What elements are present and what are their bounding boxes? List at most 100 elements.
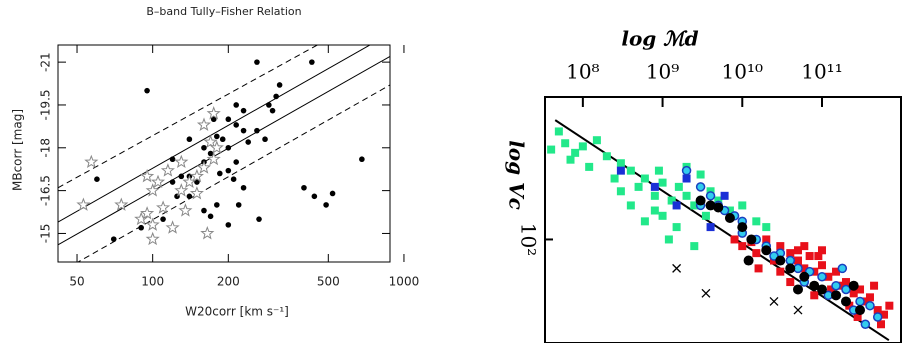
data-point — [178, 203, 193, 217]
data-point — [233, 122, 240, 128]
data-point — [145, 231, 160, 246]
data-point — [682, 191, 691, 200]
data-point — [650, 182, 659, 191]
data-point — [746, 234, 757, 245]
data-point — [165, 220, 180, 234]
data-point — [681, 165, 692, 176]
data-point — [254, 59, 260, 65]
plot-area — [58, 45, 390, 262]
data-point — [865, 300, 875, 311]
data-point — [877, 320, 886, 329]
data-point — [705, 200, 716, 211]
data-point — [207, 150, 214, 157]
data-point — [861, 297, 870, 306]
data-point — [94, 176, 100, 182]
data-point — [860, 319, 871, 330]
data-point — [144, 87, 150, 94]
data-point — [145, 217, 160, 231]
data-point — [885, 301, 894, 310]
data-point — [592, 136, 601, 145]
data-point — [776, 242, 785, 251]
data-point — [196, 160, 212, 174]
data-point — [145, 183, 160, 197]
data-point — [855, 296, 865, 307]
y-tick-label: -15 — [39, 224, 53, 244]
data-point — [201, 144, 207, 151]
data-point — [696, 170, 705, 179]
data-point — [276, 82, 283, 88]
data-point — [832, 267, 841, 276]
data-point — [640, 174, 649, 183]
plot-area — [547, 119, 894, 341]
data-point — [855, 305, 866, 316]
data-point — [266, 102, 272, 108]
data-point — [817, 272, 827, 282]
data-point — [217, 170, 223, 177]
data-point — [235, 202, 242, 208]
data-point — [301, 184, 307, 191]
data-point — [664, 235, 673, 244]
data-point — [792, 284, 803, 295]
data-point — [658, 178, 667, 187]
data-point — [602, 152, 611, 161]
data-point — [189, 186, 204, 200]
x-tick-label: 100 — [141, 275, 164, 289]
data-point — [640, 217, 649, 226]
data-point — [701, 211, 710, 220]
data-point — [695, 182, 706, 192]
data-point — [616, 159, 625, 168]
data-point — [616, 166, 625, 175]
x-tick-label: 10¹¹ — [801, 60, 842, 84]
data-point — [273, 93, 279, 100]
data-point — [690, 201, 699, 210]
data-point — [810, 291, 819, 300]
data-point — [831, 280, 841, 291]
data-point — [206, 106, 221, 120]
x-tick-label: 10⁸ — [566, 60, 599, 84]
data-point — [769, 296, 779, 306]
data-point — [793, 256, 802, 265]
data-point — [848, 280, 859, 291]
data-point — [841, 284, 851, 295]
data-point — [695, 195, 706, 206]
data-point — [849, 289, 858, 298]
y-tick-label: -16.5 — [39, 175, 53, 206]
data-point — [730, 235, 739, 244]
x-axis-label: log ℳd — [621, 27, 698, 51]
data-point — [233, 102, 240, 108]
data-point — [720, 191, 729, 200]
data-point — [845, 301, 854, 310]
data-point — [84, 154, 99, 169]
data-point — [186, 193, 193, 200]
x-tick-label: 50 — [69, 275, 84, 289]
data-point — [754, 264, 763, 273]
data-point — [870, 281, 879, 290]
plot-frame — [544, 96, 902, 343]
data-point — [207, 213, 214, 220]
data-point — [809, 280, 820, 291]
y-tick-label: -19.5 — [39, 89, 53, 120]
data-point — [841, 278, 850, 287]
data-point — [654, 166, 663, 175]
data-point — [240, 127, 247, 134]
data-point — [160, 216, 166, 222]
data-point — [827, 285, 836, 294]
data-point — [196, 117, 212, 131]
data-point — [225, 222, 232, 228]
data-point — [206, 151, 221, 166]
data-point — [873, 306, 882, 315]
data-point — [189, 168, 204, 183]
data-point — [785, 263, 796, 274]
data-point — [610, 174, 619, 183]
data-point — [714, 196, 723, 205]
data-point — [634, 182, 643, 191]
fit-line — [58, 45, 319, 189]
data-point — [737, 222, 748, 233]
data-point — [865, 293, 874, 302]
x-tick-label: 500 — [317, 275, 340, 289]
data-point — [725, 206, 734, 215]
x-tick-label: 10⁹ — [646, 60, 679, 84]
x-axis-label: W20corr [km s⁻¹] — [185, 305, 289, 319]
data-point — [650, 191, 659, 200]
data-point — [225, 144, 232, 151]
